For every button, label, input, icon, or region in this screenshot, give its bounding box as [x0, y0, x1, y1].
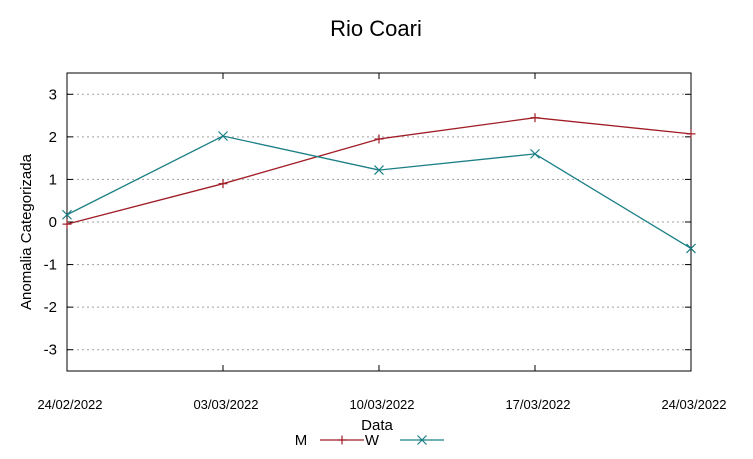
y-tick-label: 3	[49, 86, 57, 103]
legend-marker-w	[417, 435, 427, 445]
y-tick-label: -2	[44, 299, 57, 316]
x-tick-label: 17/03/2022	[505, 397, 570, 412]
legend-label-w: W	[365, 432, 380, 449]
x-tick-label: 24/02/2022	[37, 397, 102, 412]
data-point-w	[374, 165, 384, 175]
x-tick-label: 10/03/2022	[349, 397, 414, 412]
marker-stroke	[530, 148, 540, 159]
series-line-w	[66, 135, 692, 249]
x-tick-label: 24/03/2022	[661, 397, 726, 412]
y-tick-label: 1	[49, 171, 57, 188]
x-tick-label: 03/03/2022	[193, 397, 258, 412]
y-axis-label: Anomalia Categorizada	[18, 153, 35, 310]
grid-lines	[67, 93, 691, 351]
chart-title: Rio Coari	[330, 16, 422, 41]
marker-stroke	[686, 243, 696, 254]
data-point-w	[218, 131, 228, 141]
data-point-m	[218, 179, 228, 189]
data-point-m	[62, 219, 72, 229]
data-point-m	[374, 134, 384, 144]
legend-label-m: M	[295, 432, 308, 449]
y-tick-label: -3	[44, 342, 57, 359]
data-point-m	[686, 129, 696, 139]
data-point-m	[530, 113, 540, 123]
y-tick-label: 0	[49, 214, 57, 231]
x-axis-label: Data	[361, 417, 393, 434]
series-group	[62, 113, 696, 254]
x-axis: 24/02/2022 03/03/2022 10/03/2022 17/03/2022…	[37, 73, 727, 412]
y-axis: -3 -2 -1 0 1 2 3	[44, 86, 691, 359]
data-point-w	[62, 209, 72, 220]
marker-stroke	[417, 435, 427, 445]
data-point-w	[686, 243, 696, 254]
y-tick-label: 2	[49, 129, 57, 146]
y-tick-label: -1	[44, 257, 57, 274]
series-line-m	[66, 117, 692, 225]
marker-stroke	[374, 165, 384, 175]
marker-stroke	[62, 209, 72, 220]
marker-stroke	[218, 131, 228, 141]
data-point-w	[530, 148, 540, 159]
legend-marker-m	[337, 435, 347, 445]
